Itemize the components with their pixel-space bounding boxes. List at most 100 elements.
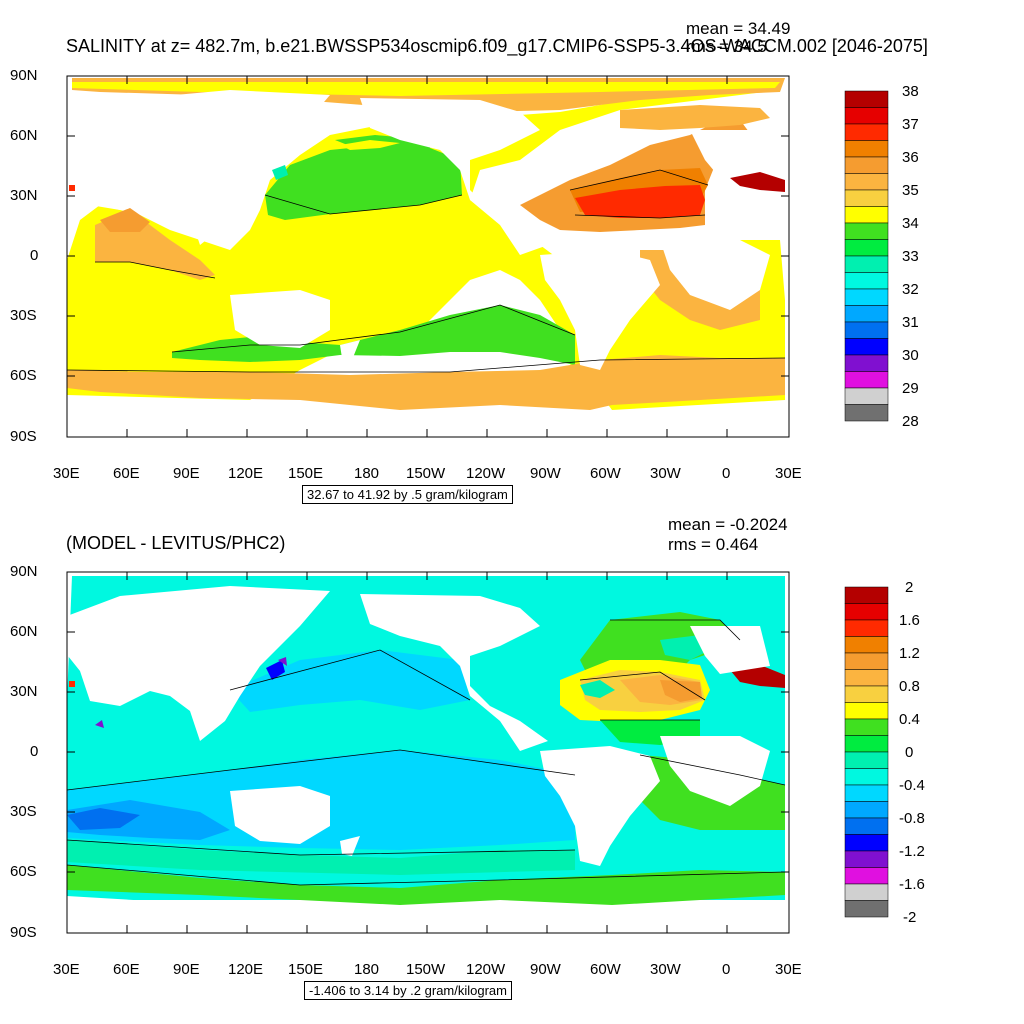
panel2-colorbar-label: 2 [905, 579, 914, 596]
panel2-colorbar-label: 0.8 [899, 678, 920, 695]
colorbar-cell [844, 685, 889, 703]
panel1-colorbar-label: 28 [902, 413, 919, 430]
panel2-rms-label: rms = 0.464 [668, 535, 759, 554]
panel2-land [60, 586, 789, 933]
panel2-lat-label-90n: 90N [10, 563, 38, 580]
panel1-lon-label: 30E [775, 465, 802, 482]
panel2-lon-label: 30E [53, 961, 80, 978]
panel1-colorbar-label: 37 [902, 116, 919, 133]
panel1-info-box: 32.67 to 41.92 by .5 gram/kilogram [302, 485, 513, 504]
colorbar-cell [844, 189, 889, 207]
panel2-title: (MODEL - LEVITUS/PHC2) [66, 533, 286, 553]
panel2-lat-label-0: 0 [30, 743, 39, 760]
panel1-colorbar-label: 33 [902, 248, 919, 265]
panel2-lat-label-30s: 30S [10, 803, 37, 820]
panel2-info-box: -1.406 to 3.14 by .2 gram/kilogram [304, 981, 512, 1000]
colorbar-cell [844, 90, 889, 108]
panel2-ticks [66, 571, 789, 933]
panel1-colorbar [844, 90, 889, 422]
colorbar-cell [844, 123, 889, 141]
colorbar-cell [844, 702, 889, 720]
panel2-lon-label: 0 [722, 961, 731, 978]
colorbar-cell [844, 107, 889, 125]
panel2-lon-label: 180 [354, 961, 380, 978]
panel1-lon-label: 120E [228, 465, 264, 482]
colorbar-cell [844, 751, 889, 769]
colorbar-cell [844, 173, 889, 191]
panel1-lon-label: 0 [722, 465, 731, 482]
panel2-colorbar-label: 1.2 [899, 645, 920, 662]
panel1-lon-label: 30E [53, 465, 80, 482]
panel2-lon-label: 120W [466, 961, 506, 978]
panel2-lon-label: 30W [650, 961, 681, 978]
panel1-lat-label-90s: 90S [10, 428, 37, 445]
panel2-lon-label: 90W [530, 961, 561, 978]
colorbar-cell [844, 784, 889, 802]
colorbar-cell [844, 140, 889, 158]
panel1-colorbar-label: 38 [902, 83, 919, 100]
panel2-mean-label: mean = -0.2024 [668, 515, 788, 534]
colorbar-cell [844, 222, 889, 240]
panel1-lat-label-30s: 30S [10, 307, 37, 324]
panel1-title: SALINITY at z= 482.7m, b.e21.BWSSP534osc… [66, 36, 928, 56]
colorbar-cell [844, 371, 889, 389]
panel1-lat-label-60s: 60S [10, 367, 37, 384]
panel2-lon-label: 150W [406, 961, 446, 978]
panel1-mean-label: mean = 34.49 [686, 19, 791, 38]
panel1-ticks [66, 75, 790, 438]
colorbar-cell [844, 239, 889, 257]
panel1-lon-label: 60W [590, 465, 621, 482]
colorbar-cell [844, 586, 889, 604]
panel1-lat-label-30n: 30N [10, 187, 38, 204]
panel2-lon-label: 120E [228, 961, 264, 978]
colorbar-cell [844, 603, 889, 621]
colorbar-cell [844, 206, 889, 224]
panel1-lon-label: 90W [530, 465, 561, 482]
colorbar-cell [844, 834, 889, 852]
colorbar-cell [844, 636, 889, 654]
colorbar-cell [844, 867, 889, 885]
colorbar-cell [844, 288, 889, 306]
colorbar-cell [844, 768, 889, 786]
panel2-colorbar-label: -0.4 [899, 777, 925, 794]
colorbar-cell [844, 338, 889, 356]
panel1-lat-label-90n: 90N [10, 67, 38, 84]
panel1-lon-label: 120W [466, 465, 506, 482]
panel2-lon-label: 60W [590, 961, 621, 978]
panel1-colorbar-label: 29 [902, 380, 919, 397]
panel2-colorbar-label: -2 [903, 909, 917, 926]
panel2-lat-label-60s: 60S [10, 863, 37, 880]
panel2-lat-label-60n: 60N [10, 623, 38, 640]
panel2-colorbar-label: -1.2 [899, 843, 925, 860]
panel1-colorbar-label: 35 [902, 182, 919, 199]
colorbar-cell [844, 272, 889, 290]
colorbar-cell [844, 354, 889, 372]
panel1-lat-label-60n: 60N [10, 127, 38, 144]
panel1-contours [66, 169, 786, 373]
colorbar-cell [844, 255, 889, 273]
panel2-colorbar-label: 1.6 [899, 612, 920, 629]
panel1-lat-label-0: 0 [30, 247, 39, 264]
panel1-lon-label: 30W [650, 465, 681, 482]
panel2-lon-label: 30E [775, 961, 802, 978]
panel1-rms-label: rms = 34.5 [686, 37, 767, 56]
panel2-contours [66, 619, 786, 886]
colorbar-cell [844, 850, 889, 868]
colorbar-cell [844, 718, 889, 736]
panel2-colorbar-label: 0.4 [899, 711, 920, 728]
panel2-lat-label-90s: 90S [10, 924, 37, 941]
colorbar-cell [844, 387, 889, 405]
panel1-colorbar-label: 31 [902, 314, 919, 331]
panel1-lon-label: 150W [406, 465, 446, 482]
panel1-colorbar-label: 34 [902, 215, 919, 232]
colorbar-cell [844, 652, 889, 670]
colorbar-cell [844, 735, 889, 753]
colorbar-cell [844, 321, 889, 339]
panel1-colorbar-label: 32 [902, 281, 919, 298]
panel2-map [60, 571, 790, 934]
panel2-lon-label: 90E [173, 961, 200, 978]
colorbar-cell [844, 619, 889, 637]
panel2-colorbar [844, 586, 889, 918]
panel2-colorbar-label: 0 [905, 744, 914, 761]
